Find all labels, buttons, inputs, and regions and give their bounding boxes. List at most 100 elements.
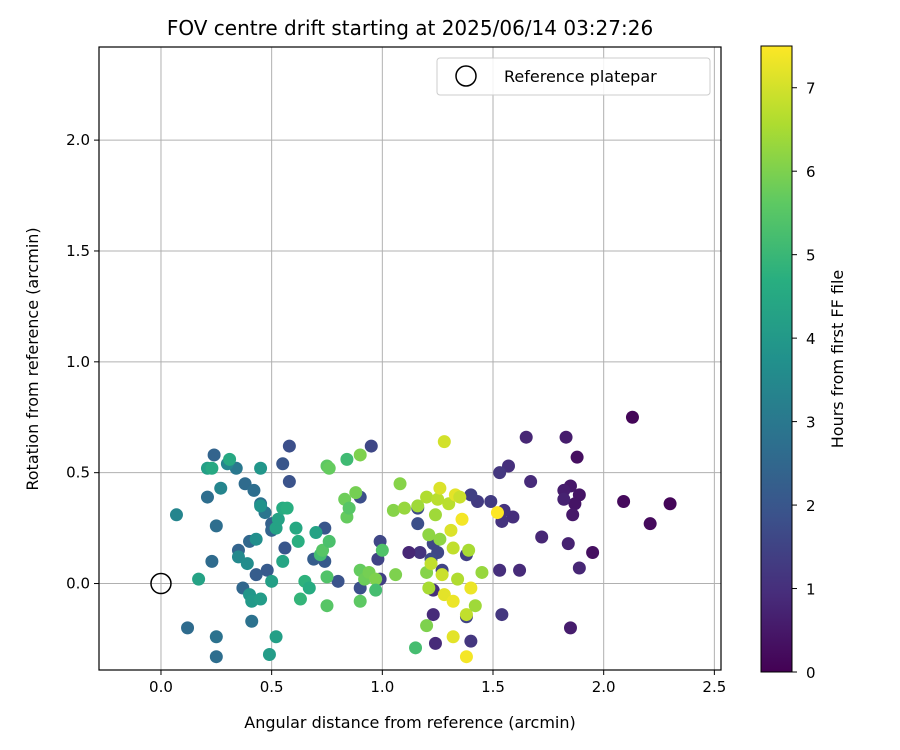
data-point	[557, 492, 571, 506]
data-points	[169, 410, 677, 664]
y-tick-label: 0.0	[66, 575, 90, 593]
colorbar-label: Hours from first FF file	[828, 270, 847, 449]
data-point	[459, 650, 473, 664]
data-point	[349, 486, 363, 500]
colorbar-tick-label: 6	[806, 163, 816, 181]
y-tick-label: 1.5	[66, 242, 90, 260]
data-point	[446, 594, 460, 608]
data-point	[291, 534, 305, 548]
data-point	[446, 541, 460, 555]
x-tick-label: 1.5	[481, 678, 505, 696]
data-point	[413, 545, 427, 559]
colorbar-ticks: 0 1 2 3 4 5 6 7	[792, 80, 816, 682]
reference-point	[150, 572, 172, 595]
data-point	[320, 599, 334, 613]
data-point	[617, 495, 631, 509]
data-point	[369, 572, 383, 586]
legend-entry-reference: Reference platepar	[504, 67, 657, 86]
data-point	[422, 581, 436, 595]
data-point	[561, 537, 575, 551]
data-point	[535, 530, 549, 544]
data-point	[369, 583, 383, 597]
data-point	[426, 608, 440, 622]
colorbar-tick-label: 0	[806, 664, 816, 682]
data-point	[563, 621, 577, 635]
data-point	[331, 574, 345, 588]
data-point	[254, 592, 268, 606]
data-point	[214, 481, 228, 495]
data-point	[495, 608, 509, 622]
legend-marker-reference	[455, 65, 477, 87]
y-tick-label: 2.0	[66, 131, 90, 149]
data-point	[572, 561, 586, 575]
data-point	[424, 557, 438, 571]
data-point	[393, 477, 407, 491]
data-point	[464, 634, 478, 648]
data-point	[484, 495, 498, 509]
data-point	[502, 459, 516, 473]
data-point	[422, 528, 436, 542]
data-point	[524, 475, 538, 489]
colorbar-tick-label: 2	[806, 497, 816, 515]
data-point	[397, 501, 411, 515]
x-tick-label: 1.0	[370, 678, 394, 696]
data-point	[289, 521, 303, 535]
data-point	[223, 452, 237, 466]
data-point	[260, 563, 274, 577]
data-point	[586, 545, 600, 559]
data-point	[402, 545, 416, 559]
data-point	[209, 650, 223, 664]
data-point	[265, 574, 279, 588]
x-axis-ticks: 0.0 0.5 1.0 1.5 2.0 2.5	[149, 670, 726, 696]
data-point	[435, 568, 449, 582]
data-point	[207, 448, 221, 462]
data-point	[280, 501, 294, 515]
data-point	[293, 592, 307, 606]
data-point	[433, 481, 447, 495]
y-tick-label: 0.5	[66, 464, 90, 482]
data-point	[411, 517, 425, 531]
data-point	[238, 477, 252, 491]
data-point	[493, 563, 507, 577]
y-axis-label: Rotation from reference (arcmin)	[23, 227, 42, 490]
data-point	[278, 541, 292, 555]
x-axis-label: Angular distance from reference (arcmin)	[244, 713, 575, 732]
x-tick-label: 2.0	[592, 678, 616, 696]
data-point	[433, 532, 447, 546]
data-point	[455, 512, 469, 526]
data-point	[200, 490, 214, 504]
data-point	[271, 512, 285, 526]
data-point	[240, 557, 254, 571]
data-point	[506, 510, 520, 524]
data-point	[444, 523, 458, 537]
data-point	[568, 497, 582, 511]
data-point	[643, 517, 657, 531]
data-point	[282, 439, 296, 453]
data-point	[451, 572, 465, 586]
data-point	[459, 608, 473, 622]
data-point	[389, 568, 403, 582]
data-point	[302, 581, 316, 595]
data-point	[342, 501, 356, 515]
legend: Reference platepar	[436, 57, 711, 96]
data-point	[464, 581, 478, 595]
data-point	[169, 508, 183, 522]
data-point	[320, 570, 334, 584]
data-point	[254, 461, 268, 475]
data-point	[386, 503, 400, 517]
colorbar-tick-label: 1	[806, 581, 816, 599]
data-point	[209, 630, 223, 644]
colorbar-tick-label: 4	[806, 330, 816, 348]
data-point	[428, 636, 442, 650]
data-point	[442, 497, 456, 511]
data-point	[269, 630, 283, 644]
data-point	[446, 630, 460, 644]
x-tick-label: 2.5	[702, 678, 726, 696]
data-point	[231, 550, 245, 564]
data-point	[428, 508, 442, 522]
data-point	[437, 435, 451, 449]
data-point	[247, 483, 261, 497]
data-point	[245, 614, 259, 628]
colorbar-tick-label: 5	[806, 247, 816, 265]
data-point	[566, 508, 580, 522]
